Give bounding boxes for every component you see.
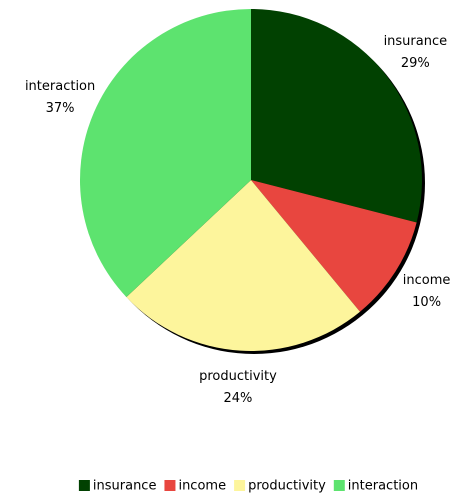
pie-slice [251, 9, 422, 223]
pie-slice [126, 180, 360, 351]
legend-label: insurance [93, 479, 157, 494]
legend: insurance income productivity interaction [78, 479, 418, 494]
slice-label: income [403, 273, 451, 288]
legend-swatch [78, 480, 90, 491]
legend-swatch [234, 480, 246, 491]
legend-swatch [164, 480, 176, 491]
slice-value-label: 37% [46, 101, 75, 116]
slice-value-label: 29% [401, 56, 430, 71]
slice-value-label: 24% [223, 391, 252, 406]
legend-label: income [178, 479, 226, 494]
slice-label: insurance [384, 34, 448, 49]
slice-label: productivity [199, 369, 277, 384]
slice-value-label: 10% [412, 295, 441, 310]
legend-label: productivity [248, 479, 326, 494]
legend-swatch [333, 480, 345, 491]
pie-slice [80, 9, 251, 298]
legend-label: interaction [348, 479, 418, 494]
pie-slice [251, 180, 417, 312]
slice-label: interaction [25, 79, 95, 94]
